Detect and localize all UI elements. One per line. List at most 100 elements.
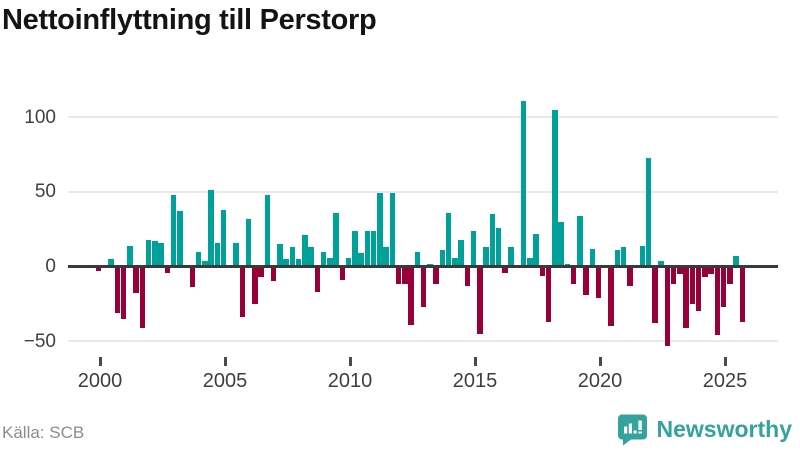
bar-2001-q2 — [133, 266, 139, 294]
bar-2016-q1 — [502, 266, 508, 273]
bar-2003-q3 — [189, 266, 196, 288]
source-label: Källa: SCB — [2, 423, 85, 442]
bar-2019-q3 — [589, 248, 596, 267]
bar-2022-q3 — [664, 266, 671, 346]
bar-2011-q2 — [383, 247, 389, 267]
bar-2008-q4 — [320, 251, 327, 267]
y-label-0: 0 — [45, 256, 56, 277]
bar-2004-q3 — [214, 242, 221, 267]
bar-2010-q4 — [370, 230, 377, 267]
bar-2022-q1 — [652, 266, 658, 324]
bar-2003-q4 — [195, 251, 202, 267]
bar-2004-q1 — [202, 260, 208, 267]
bar-2010-q2 — [358, 253, 364, 267]
newsworthy-wordmark: Newsworthy — [656, 416, 792, 442]
bar-2001-q4 — [145, 239, 152, 267]
y-label--50: −50 — [23, 330, 56, 352]
x-label-2000: 2000 — [77, 370, 123, 392]
x-tick-2010 — [348, 357, 352, 366]
x-tick-2000 — [98, 357, 102, 366]
bar-1999-q4 — [95, 266, 102, 271]
bar-2000-q3 — [114, 266, 121, 313]
bar-2009-q1 — [327, 257, 333, 267]
bar-2017-q1 — [527, 257, 533, 267]
bar-2011-q4 — [395, 266, 402, 285]
bar-2011-q3 — [389, 193, 396, 267]
bar-2010-q3 — [364, 230, 371, 267]
x-tick-2015 — [473, 357, 477, 366]
bar-2016-q2 — [508, 247, 514, 267]
gridline-y--50 — [68, 340, 778, 343]
bar-2009-q4 — [345, 257, 352, 267]
bar-2024-q2 — [708, 266, 714, 274]
bar-2006-q1 — [252, 266, 258, 304]
bar-2023-q1 — [677, 266, 683, 274]
bar-2015-q2 — [483, 247, 489, 267]
bar-2006-q3 — [264, 194, 271, 267]
y-label-50: 50 — [34, 181, 56, 203]
bar-2006-q2 — [258, 266, 264, 277]
bar-2023-q4 — [695, 266, 702, 312]
bar-2012-q2 — [408, 266, 414, 325]
bar-2019-q1 — [577, 215, 583, 267]
bar-2014-q2 — [458, 239, 464, 267]
bar-2013-q3 — [439, 250, 446, 267]
bar-2015-q4 — [495, 227, 502, 267]
bar-2025-q2 — [733, 256, 739, 267]
bar-2004-q2 — [208, 190, 214, 267]
newsworthy-icon — [617, 414, 647, 446]
newsworthy-logo: Newsworthy — [617, 413, 792, 446]
y-label-100: 100 — [24, 106, 56, 128]
bar-2024-q3 — [714, 266, 721, 336]
bar-2007-q2 — [283, 259, 289, 267]
bar-2025-q1 — [727, 266, 733, 285]
bar-2009-q2 — [333, 212, 339, 267]
bar-2015-q1 — [477, 266, 483, 334]
bar-2000-q2 — [108, 259, 114, 267]
bar-2014-q4 — [470, 230, 477, 267]
x-label-2020: 2020 — [577, 370, 623, 392]
bar-2019-q2 — [583, 266, 589, 295]
bar-2008-q2 — [308, 247, 314, 267]
bar-2002-q1 — [152, 241, 158, 267]
bar-2024-q1 — [702, 266, 708, 277]
bar-2001-q1 — [127, 245, 133, 267]
bar-2001-q3 — [139, 266, 146, 328]
bar-2013-q2 — [433, 266, 439, 285]
bar-2008-q1 — [302, 235, 308, 267]
bar-2020-q2 — [608, 266, 614, 327]
bar-2010-q1 — [352, 230, 358, 267]
bar-2005-q2 — [233, 242, 239, 267]
bar-2006-q4 — [270, 266, 277, 282]
bar-2007-q1 — [277, 244, 283, 267]
bar-2009-q3 — [339, 266, 346, 280]
bar-2008-q3 — [314, 266, 321, 292]
x-axis-zero-line — [68, 265, 778, 268]
bar-2007-q3 — [289, 247, 296, 267]
bar-2002-q4 — [170, 194, 177, 267]
bar-2011-q1 — [377, 193, 383, 267]
bar-2004-q4 — [220, 209, 227, 267]
bar-2021-q1 — [627, 266, 633, 286]
bar-2002-q2 — [158, 242, 164, 267]
bar-2023-q2 — [683, 266, 689, 328]
bar-2007-q4 — [295, 259, 302, 267]
bar-2019-q4 — [595, 266, 602, 298]
gridline-y-50 — [68, 190, 778, 193]
x-tick-2005 — [223, 357, 227, 366]
bar-2000-q4 — [120, 266, 127, 319]
bar-2012-q1 — [402, 266, 408, 285]
x-label-2025: 2025 — [702, 370, 748, 392]
bar-2016-q4 — [520, 100, 527, 267]
bar-2017-q4 — [545, 266, 552, 322]
bar-2013-q4 — [445, 212, 452, 267]
bar-2022-q2 — [658, 260, 664, 267]
bar-2017-q2 — [533, 233, 539, 267]
bar-2003-q1 — [177, 211, 183, 267]
x-tick-2025 — [723, 357, 727, 366]
bar-2024-q4 — [720, 266, 727, 307]
x-label-2010: 2010 — [327, 370, 373, 392]
bar-2018-q2 — [558, 221, 564, 267]
bar-2014-q1 — [452, 257, 458, 267]
